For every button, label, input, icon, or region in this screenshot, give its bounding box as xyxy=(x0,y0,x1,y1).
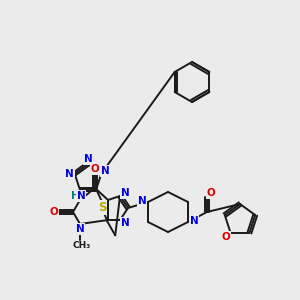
Text: N: N xyxy=(190,216,198,226)
Text: N: N xyxy=(101,166,110,176)
Text: N: N xyxy=(121,218,129,228)
Text: N: N xyxy=(76,224,84,234)
Text: O: O xyxy=(50,207,58,217)
Text: N: N xyxy=(65,169,74,179)
Text: CH₃: CH₃ xyxy=(73,242,91,250)
Text: N: N xyxy=(84,154,92,164)
Text: O: O xyxy=(221,232,230,242)
Text: S: S xyxy=(98,201,106,214)
Text: N: N xyxy=(121,188,129,198)
Text: O: O xyxy=(207,188,215,198)
Text: O: O xyxy=(91,164,99,174)
Text: N: N xyxy=(138,196,146,206)
Text: H: H xyxy=(70,191,80,201)
Text: N: N xyxy=(76,191,85,201)
